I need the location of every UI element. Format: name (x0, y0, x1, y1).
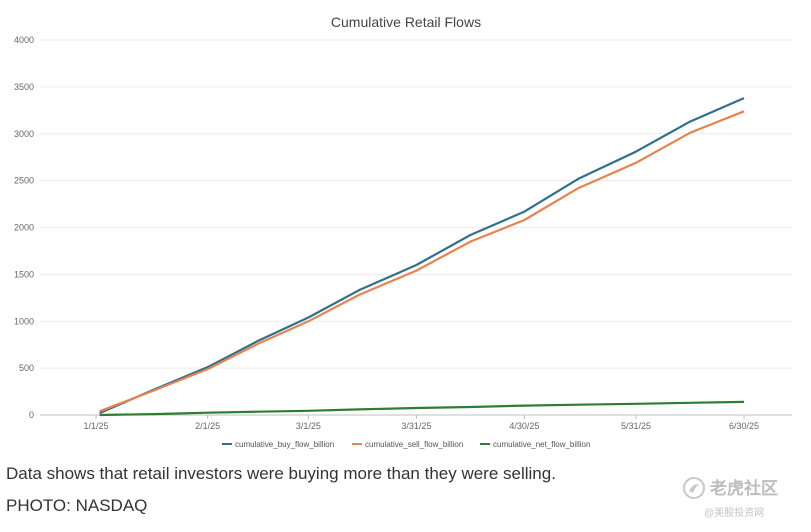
y-axis: 0 500 1000 1500 2000 2500 3000 3500 4000 (14, 35, 34, 420)
legend-label: cumulative_sell_flow_billion (365, 440, 463, 449)
y-tick-label: 1000 (14, 316, 34, 326)
y-tick-label: 0 (29, 410, 34, 420)
chart-title: Cumulative Retail Flows (331, 14, 481, 30)
y-tick-label: 3500 (14, 82, 34, 92)
series-line-2 (99, 110, 745, 413)
legend-label: cumulative_net_flow_billion (493, 440, 590, 449)
y-tick-label: 500 (19, 363, 34, 373)
x-tick-label: 1/1/25 (83, 421, 108, 431)
figure-caption: Data shows that retail investors were bu… (6, 464, 556, 483)
x-tick-label: 2/1/25 (195, 421, 220, 431)
photo-credit: PHOTO: NASDAQ (6, 496, 148, 515)
watermark-sub: @美股投资网 (704, 508, 765, 519)
series-line-1 (99, 97, 745, 415)
x-axis: 1/1/25 2/1/25 3/1/25 3/31/25 4/30/25 5/31/25 6… (83, 415, 759, 431)
tiger-logo-icon (683, 477, 705, 499)
line-chart: Cumulative Retail Flows 0 500 1000 1500 2000… (14, 14, 792, 449)
y-tick-label: 3000 (14, 129, 34, 139)
y-tick-label: 1500 (14, 269, 34, 279)
x-tick-label: 6/30/25 (729, 421, 759, 431)
watermark-main: 老虎社区 (710, 479, 778, 498)
x-tick-label: 4/30/25 (509, 421, 539, 431)
y-tick-label: 4000 (14, 35, 34, 45)
x-tick-label: 3/1/25 (296, 421, 321, 431)
y-tick-label: 2500 (14, 176, 34, 186)
gridlines (40, 39, 792, 416)
series-line-3 (99, 400, 745, 417)
legend: cumulative_buy_flow_billion cumulative_se… (222, 440, 590, 449)
y-tick-label: 2000 (14, 223, 34, 233)
x-tick-label: 3/31/25 (401, 421, 431, 431)
watermark: 老虎社区 @美股投资网 (680, 472, 805, 524)
x-tick-label: 5/31/25 (621, 421, 651, 431)
series-lines (99, 97, 745, 417)
legend-label: cumulative_buy_flow_billion (235, 440, 334, 449)
